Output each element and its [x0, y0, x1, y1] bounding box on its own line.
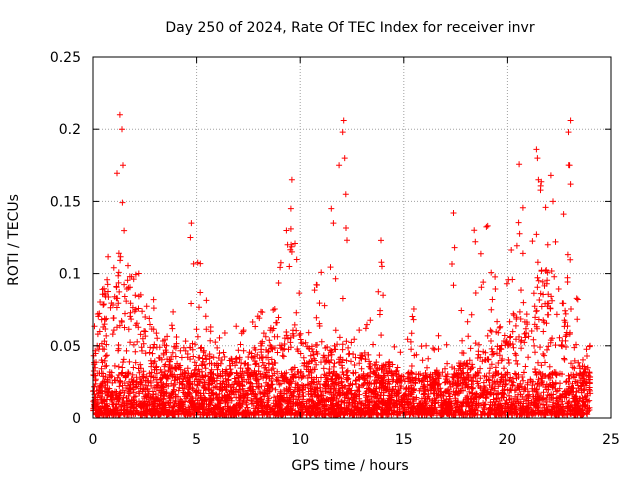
x-tick-label: 25	[602, 432, 620, 448]
x-tick-label: 10	[291, 432, 309, 448]
chart-title: Day 250 of 2024, Rate Of TEC Index for r…	[165, 20, 534, 36]
roti-markers	[90, 111, 594, 419]
plot-frame	[92, 56, 612, 419]
x-tick-label: 5	[192, 432, 201, 448]
y-tick-label: 0.2	[59, 122, 81, 138]
y-tick-label: 0.15	[50, 194, 81, 210]
x-axis-label: GPS time / hours	[291, 458, 408, 474]
y-axis-ticks: 0 0.05 0.1 0.15 0.2 0.25	[50, 50, 611, 427]
x-tick-label: 0	[89, 432, 98, 448]
y-axis-label: ROTI / TECUs	[6, 194, 22, 286]
x-axis-ticks: 0 5 10 15 20 25	[89, 57, 620, 448]
x-tick-label: 20	[498, 432, 516, 448]
y-tick-label: 0	[72, 411, 81, 427]
y-tick-label: 0.25	[50, 50, 81, 66]
data-points	[90, 111, 594, 419]
y-tick-label: 0.1	[59, 267, 81, 283]
x-tick-label: 15	[395, 432, 413, 448]
y-tick-label: 0.05	[50, 339, 81, 355]
grid-lines	[93, 57, 611, 418]
